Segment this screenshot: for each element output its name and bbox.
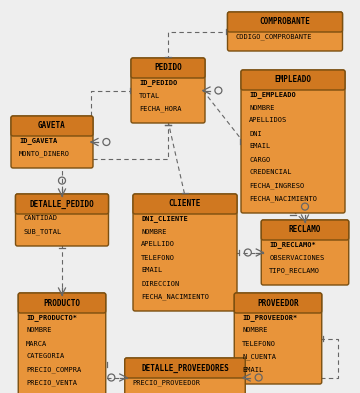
FancyBboxPatch shape <box>228 12 342 32</box>
Text: EMAIL: EMAIL <box>242 367 264 373</box>
Text: ID_RECLAMO*: ID_RECLAMO* <box>269 241 316 248</box>
Text: DIRECCION: DIRECCION <box>141 281 179 286</box>
Text: ID_PEDIDO: ID_PEDIDO <box>139 79 177 86</box>
FancyBboxPatch shape <box>228 12 342 51</box>
Text: RECLAMO: RECLAMO <box>289 226 321 235</box>
Text: TELEFONO: TELEFONO <box>141 255 175 261</box>
Text: TELEFONO: TELEFONO <box>242 340 276 347</box>
Text: EMPLEADO: EMPLEADO <box>275 75 311 84</box>
FancyBboxPatch shape <box>125 358 245 378</box>
Text: N_CUENTA: N_CUENTA <box>242 353 276 360</box>
FancyBboxPatch shape <box>18 293 106 313</box>
Text: PRECIO_PROVEEDOR: PRECIO_PROVEEDOR <box>133 379 201 386</box>
FancyBboxPatch shape <box>131 58 205 78</box>
FancyBboxPatch shape <box>11 116 93 168</box>
Text: PEDIDO: PEDIDO <box>154 64 182 72</box>
Text: DETALLE_PEDIDO: DETALLE_PEDIDO <box>30 199 94 209</box>
Text: CATEGORIA: CATEGORIA <box>26 353 64 360</box>
FancyBboxPatch shape <box>241 70 345 90</box>
Text: NOMBRE: NOMBRE <box>242 327 268 334</box>
Text: DNI: DNI <box>249 130 262 136</box>
Text: GAVETA: GAVETA <box>38 121 66 130</box>
Text: FECHA_HORA: FECHA_HORA <box>139 105 181 112</box>
Text: NOMBRE: NOMBRE <box>141 228 166 235</box>
Text: ID_GAVETA: ID_GAVETA <box>19 137 57 144</box>
FancyBboxPatch shape <box>133 194 237 214</box>
Text: PRECIO_VENTA: PRECIO_VENTA <box>26 379 77 386</box>
FancyBboxPatch shape <box>125 358 245 393</box>
Text: CARGO: CARGO <box>249 156 270 162</box>
FancyBboxPatch shape <box>261 220 349 285</box>
Text: TIPO_RECLAMO: TIPO_RECLAMO <box>269 267 320 274</box>
Text: NOMBRE: NOMBRE <box>249 105 275 110</box>
FancyBboxPatch shape <box>133 194 237 311</box>
Text: TOTAL: TOTAL <box>139 92 160 99</box>
Text: PRODUCTO: PRODUCTO <box>44 299 81 307</box>
FancyBboxPatch shape <box>18 293 106 393</box>
Text: PRECIO_COMPRA: PRECIO_COMPRA <box>26 366 81 373</box>
FancyBboxPatch shape <box>241 70 345 213</box>
Text: ID_PRODUCTO*: ID_PRODUCTO* <box>26 314 77 321</box>
Text: NOMBRE: NOMBRE <box>26 327 52 334</box>
Text: SUB_TOTAL: SUB_TOTAL <box>23 228 62 235</box>
Text: CLIENTE: CLIENTE <box>169 200 201 209</box>
FancyBboxPatch shape <box>15 194 108 214</box>
Text: COMPROBANTE: COMPROBANTE <box>260 18 310 26</box>
Text: CREDENCIAL: CREDENCIAL <box>249 169 292 176</box>
Text: APELLIDOS: APELLIDOS <box>249 118 287 123</box>
Text: OBSERVACIONES: OBSERVACIONES <box>269 255 324 261</box>
Text: CODIGO_COMPROBANTE: CODIGO_COMPROBANTE <box>235 33 312 40</box>
FancyBboxPatch shape <box>234 293 322 313</box>
Text: CANTIDAD: CANTIDAD <box>23 215 58 222</box>
Text: FECHA_INGRESO: FECHA_INGRESO <box>249 182 304 189</box>
Text: DETALLE_PROVEEDORES: DETALLE_PROVEEDORES <box>141 364 229 373</box>
Text: FECHA_NACIMIENTO: FECHA_NACIMIENTO <box>249 195 317 202</box>
Text: EMAIL: EMAIL <box>249 143 270 149</box>
Text: FECHA_NACIMIENTO: FECHA_NACIMIENTO <box>141 293 209 300</box>
FancyBboxPatch shape <box>261 220 349 240</box>
Text: DNI_CLIENTE: DNI_CLIENTE <box>141 215 188 222</box>
Text: EMAIL: EMAIL <box>141 268 162 274</box>
Text: PROVEEDOR: PROVEEDOR <box>257 299 299 307</box>
Text: ID_EMPLEADO: ID_EMPLEADO <box>249 91 296 98</box>
FancyBboxPatch shape <box>11 116 93 136</box>
Text: ID_PROVEEDOR*: ID_PROVEEDOR* <box>242 314 297 321</box>
FancyBboxPatch shape <box>131 58 205 123</box>
FancyBboxPatch shape <box>234 293 322 384</box>
FancyBboxPatch shape <box>15 194 108 246</box>
Text: MARCA: MARCA <box>26 340 48 347</box>
Text: MONTO_DINERO: MONTO_DINERO <box>19 150 70 157</box>
Text: APELLIDO: APELLIDO <box>141 242 175 248</box>
